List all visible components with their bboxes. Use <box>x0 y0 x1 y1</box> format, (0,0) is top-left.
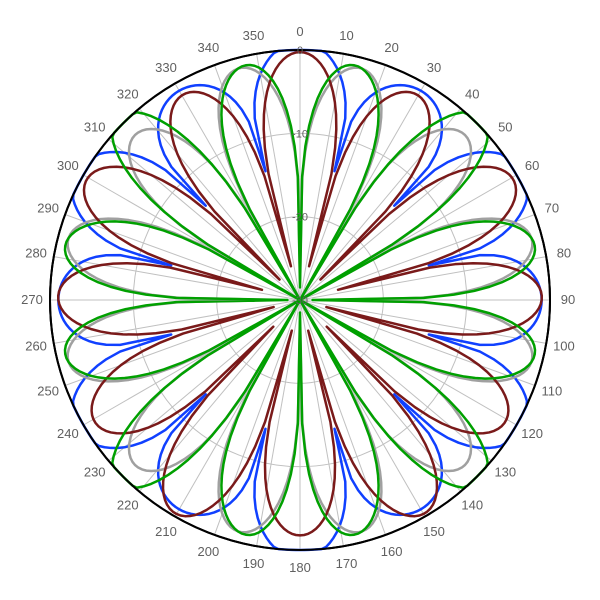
angle-label: 230 <box>84 464 106 479</box>
angle-label: 130 <box>494 464 516 479</box>
angle-label: 300 <box>57 158 79 173</box>
angle-label: 140 <box>461 497 483 512</box>
angle-label: 150 <box>423 524 445 539</box>
angle-label: 80 <box>557 245 571 260</box>
angle-label: 180 <box>289 560 311 575</box>
radial-label: -30 <box>292 295 308 307</box>
angle-label: 310 <box>84 120 106 135</box>
angle-label: 90 <box>561 292 575 307</box>
polar-radiation-chart: 0 10 20 30 40 50 60 70 80 90 100 110 120 130 140 150 160… <box>0 0 600 600</box>
angle-label: 60 <box>525 158 539 173</box>
angle-label: 160 <box>381 544 403 559</box>
angle-label: 100 <box>553 339 575 354</box>
angle-label: 70 <box>545 200 559 215</box>
angle-label: 210 <box>155 524 177 539</box>
angle-label: 330 <box>155 60 177 75</box>
angle-label: 200 <box>197 544 219 559</box>
angle-label: 240 <box>57 426 79 441</box>
angle-label: 10 <box>339 28 353 43</box>
angle-label: 220 <box>117 497 139 512</box>
angle-label: 290 <box>37 200 59 215</box>
angle-label: 250 <box>37 384 59 399</box>
angle-label: 120 <box>521 426 543 441</box>
angle-label: 260 <box>25 339 47 354</box>
angle-label: 20 <box>384 40 398 55</box>
angle-label: 40 <box>465 87 479 102</box>
angle-label: 270 <box>21 292 43 307</box>
angle-label: 350 <box>243 28 265 43</box>
radial-label: -10 <box>292 128 308 140</box>
radial-label: -20 <box>292 212 308 224</box>
angle-label: 280 <box>25 245 47 260</box>
angle-label: 50 <box>498 120 512 135</box>
angle-label: 30 <box>427 60 441 75</box>
angle-label: 320 <box>117 87 139 102</box>
angle-label: 340 <box>197 40 219 55</box>
angle-label: 0 <box>296 24 303 39</box>
angle-label: 170 <box>336 556 358 571</box>
angle-label: 110 <box>541 384 562 399</box>
radial-label: 0 <box>297 45 303 57</box>
angle-label: 190 <box>243 556 265 571</box>
